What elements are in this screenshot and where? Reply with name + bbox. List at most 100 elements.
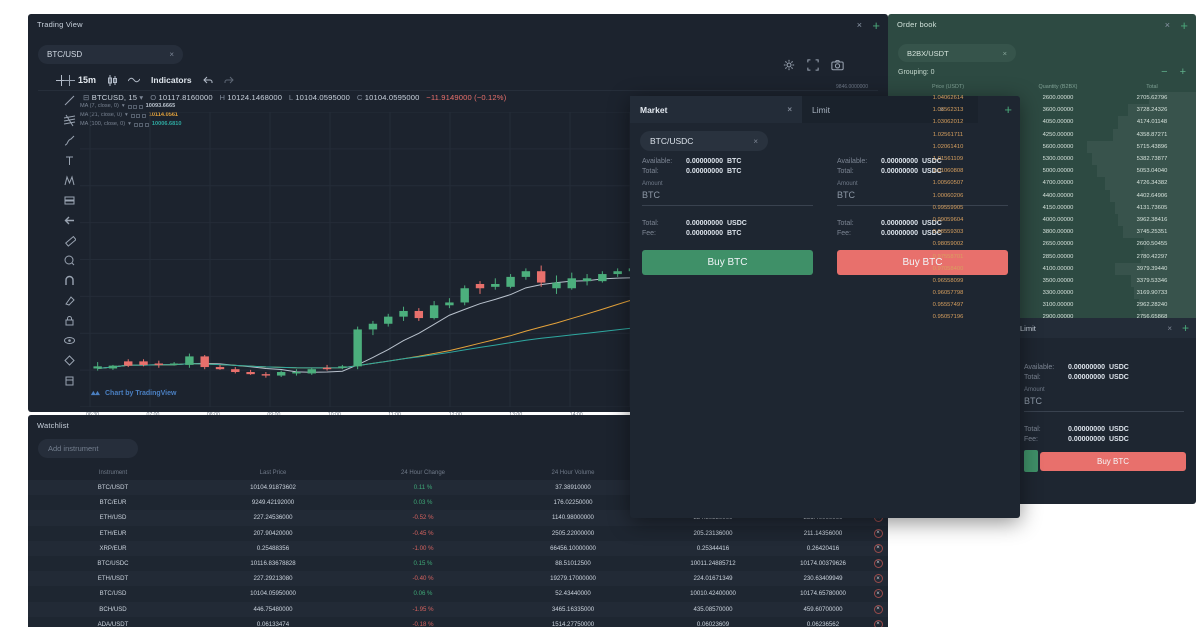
remove-instrument-button[interactable]: × <box>868 528 888 538</box>
table-row[interactable]: BTC/USDC 10116.83678828 0.15 % 88.51012500 1… <box>28 555 888 572</box>
tab-market[interactable]: Market × <box>630 96 802 123</box>
orderbook-row[interactable]: 0.99059604 4000.00000 3962.38416 <box>888 213 1196 227</box>
orderbook-symbol-clear-icon[interactable]: × <box>1002 48 1007 58</box>
sell-btc-button[interactable]: Buy BTC <box>837 250 1008 275</box>
table-row[interactable]: ETH/USDT 227.29213080 -0.40 % 19279.1700000… <box>28 571 888 587</box>
ma-legend-row[interactable]: MA (21, close, 0) ▾ 10114.0561 <box>80 112 179 118</box>
table-row[interactable]: XRP/EUR 0.25488356 -1.00 % 66456.10000000 0.… <box>28 540 888 556</box>
orderbook-row[interactable]: 1.02061410 5600.00000 5715.43896 <box>888 140 1196 153</box>
remove-instrument-button[interactable]: × <box>868 559 888 569</box>
tradingview-add-icon[interactable]: + <box>872 18 880 33</box>
limit-panel-tab[interactable]: Limit × + <box>1012 318 1196 338</box>
candlestick-icon[interactable] <box>107 74 118 86</box>
trend-line-icon[interactable] <box>63 94 76 107</box>
ma-legend-row[interactable]: MA (7, close, 0) ▾ 10093.6665 <box>80 103 176 109</box>
orderbook-row[interactable]: 1.00060206 4400.00000 4402.64906 <box>888 189 1196 202</box>
remove-icon[interactable] <box>63 374 76 387</box>
limit-buy-button[interactable]: Buy BTC <box>1040 452 1186 471</box>
table-row[interactable]: ADA/USDT 0.06133474 -0.18 % 1514.27750000 0.… <box>28 616 888 627</box>
order-modal-symbol-pill[interactable]: BTC/USDC × <box>640 131 768 151</box>
tradingview-symbol-pill[interactable]: BTC/USD × <box>38 45 183 64</box>
tradingview-close-icon[interactable]: × <box>856 20 862 30</box>
orderbook-row[interactable]: 1.04062614 2600.00000 2705.62796 <box>888 92 1196 105</box>
brush-icon[interactable] <box>63 134 76 147</box>
grouping-plus-icon[interactable]: + <box>1179 66 1186 78</box>
buy-btc-button[interactable]: Buy BTC <box>642 250 813 275</box>
close-icon[interactable]: × <box>873 574 883 584</box>
orderbook-symbol-pill[interactable]: B2BX/USDT × <box>898 44 1016 62</box>
undo-icon[interactable] <box>202 76 213 85</box>
gear-icon[interactable] <box>783 58 795 76</box>
table-row[interactable]: BCH/USD 446.75480000 -1.95 % 3465.16335000 4… <box>28 601 888 617</box>
camera-icon[interactable] <box>831 58 844 76</box>
orderbook-row[interactable]: 1.01060808 5000.00000 5053.04040 <box>888 165 1196 178</box>
tab-market-close-icon[interactable]: × <box>787 105 792 114</box>
ma-toggle-boxes[interactable] <box>133 122 149 127</box>
wave-icon[interactable] <box>128 76 141 84</box>
close-icon[interactable]: × <box>873 604 883 614</box>
close-icon[interactable]: × <box>873 559 883 569</box>
order-modal-symbol-clear-icon[interactable]: × <box>753 136 758 146</box>
fullscreen-icon[interactable] <box>807 58 819 76</box>
tab-limit[interactable]: Limit × <box>802 96 978 123</box>
remove-instrument-button[interactable]: × <box>868 574 888 584</box>
remove-instrument-button[interactable]: × <box>868 604 888 614</box>
remove-instrument-button[interactable]: × <box>868 543 888 553</box>
timeframe-selector[interactable]: 15m <box>78 75 97 85</box>
fib-retracement-icon[interactable] <box>63 114 76 127</box>
orderbook-close-icon[interactable]: × <box>1164 20 1170 30</box>
orderbook-row[interactable]: 0.97558701 2850.00000 2780.42297 <box>888 250 1196 263</box>
order-modal-add-icon[interactable]: + <box>1004 102 1012 117</box>
limit-available-row: Available: 0.00000000 USDC <box>1024 364 1184 371</box>
limit-amount-input[interactable]: BTC <box>1024 393 1184 412</box>
eye-icon[interactable] <box>63 334 76 347</box>
orderbook-row[interactable]: 1.01561109 5300.00000 5382.73877 <box>888 152 1196 166</box>
magnet-icon[interactable] <box>63 274 76 287</box>
position-icon[interactable] <box>63 194 76 207</box>
shapes-icon[interactable] <box>63 354 76 367</box>
buy-summary: Total: 0.00000000 USDC Fee: 0.00000000 BTC <box>642 220 813 237</box>
ruler-icon[interactable] <box>63 234 77 247</box>
orderbook-row[interactable]: 1.00560507 4700.00000 4726.34382 <box>888 177 1196 190</box>
limit-panel-close-icon[interactable]: × <box>1167 323 1172 333</box>
pattern-icon[interactable] <box>63 174 76 187</box>
table-row[interactable]: ETH/EUR 207.90420000 -0.45 % 2505.22000000 2… <box>28 525 888 541</box>
orderbook-row[interactable]: 0.96558099 3500.00000 3379.53346 <box>888 274 1196 287</box>
magnifier-icon[interactable] <box>63 254 76 267</box>
orderbook-row[interactable]: 0.98559303 3800.00000 3745.25351 <box>888 226 1196 239</box>
text-icon[interactable] <box>63 154 76 167</box>
close-icon[interactable]: × <box>873 543 883 553</box>
ma-toggle-boxes[interactable] <box>130 113 146 118</box>
remove-instrument-button[interactable]: × <box>868 619 888 627</box>
orderbook-row[interactable]: 0.99559905 4150.00000 4131.73605 <box>888 201 1196 214</box>
redo-icon[interactable] <box>224 76 234 85</box>
orderbook-row[interactable]: 1.03562313 3600.00000 3728.24326 <box>888 104 1196 117</box>
orderbook-add-icon[interactable]: + <box>1180 18 1188 33</box>
limit-panel-add-icon[interactable]: + <box>1181 321 1189 335</box>
orderbook-cell-price: 1.00060206 <box>932 192 964 199</box>
lock-icon[interactable] <box>63 314 76 327</box>
orderbook-row[interactable]: 0.95557497 3100.00000 2962.28240 <box>888 299 1196 312</box>
close-icon[interactable]: × <box>873 589 883 599</box>
tab-limit-close-icon[interactable]: × <box>939 105 944 114</box>
orderbook-row[interactable]: 0.97058400 4100.00000 3979.39440 <box>888 262 1196 275</box>
eraser-icon[interactable] <box>63 294 76 307</box>
orderbook-row[interactable]: 1.02561711 4250.00000 4358.87271 <box>888 128 1196 141</box>
orderbook-row[interactable]: 0.98059002 2650.00000 2600.50455 <box>888 238 1196 251</box>
grouping-minus-icon[interactable]: − <box>1161 66 1168 78</box>
arrow-icon[interactable] <box>63 214 76 227</box>
table-row[interactable]: BTC/USD 10104.05950000 0.06 % 52.43440000 10… <box>28 586 888 602</box>
ma-legend-row[interactable]: MA (100, close, 0) ▾ 10006.6810 <box>80 121 182 127</box>
orderbook-row[interactable]: 1.03062012 4050.00000 4174.01148 <box>888 116 1196 129</box>
close-icon[interactable]: × <box>873 619 883 627</box>
indicators-button[interactable]: Indicators <box>151 75 192 85</box>
ma-toggle-boxes[interactable] <box>127 104 143 109</box>
close-icon[interactable]: × <box>873 528 883 538</box>
add-instrument-input[interactable]: Add instrument <box>38 439 138 458</box>
remove-instrument-button[interactable]: × <box>868 589 888 599</box>
orderbook-row[interactable]: 0.96057798 3300.00000 3169.90733 <box>888 287 1196 300</box>
crosshair-tool-icon[interactable] <box>63 74 76 87</box>
tradingview-symbol-clear-icon[interactable]: × <box>169 50 174 59</box>
buy-amount-input[interactable]: BTC <box>642 187 813 206</box>
sell-amount-input[interactable]: BTC <box>837 187 1008 206</box>
